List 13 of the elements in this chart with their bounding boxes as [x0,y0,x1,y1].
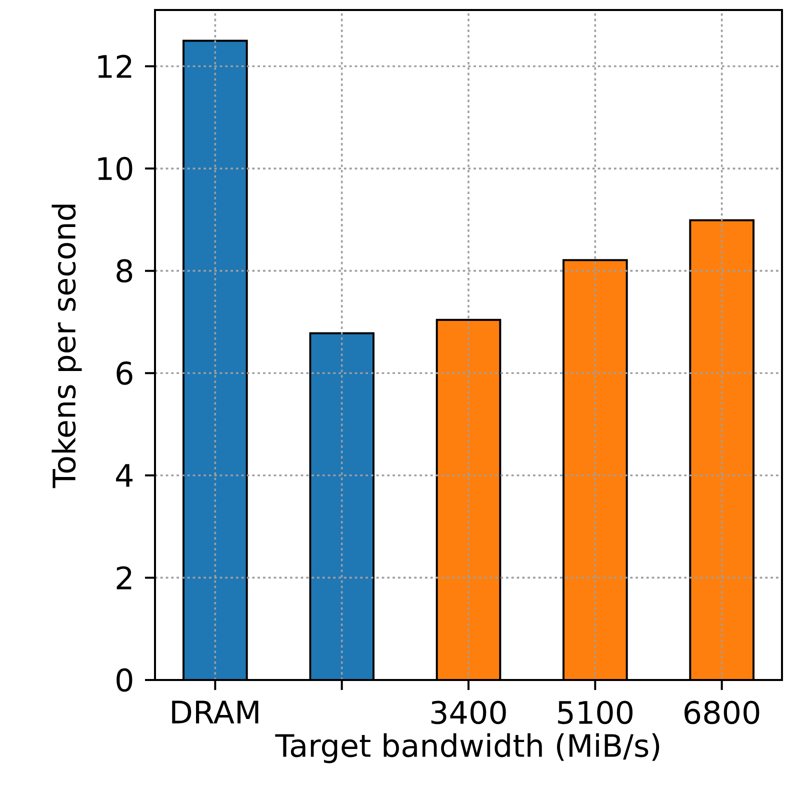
y-tick-label: 6 [116,361,132,385]
y-tick-label: 12 [98,54,132,78]
x-tick-label: DRAM [172,700,258,724]
y-tick-label: 0 [116,668,132,692]
y-tick-label: 10 [98,156,132,180]
y-tick-label: 8 [116,259,132,283]
x-tick-label: 5100 [558,700,633,724]
y-tick-label: 2 [116,566,132,590]
x-tick-label: 3400 [431,700,506,724]
x-tick-label: 6800 [684,700,760,724]
x-axis-title: Target bandwidth (MiB/s) [275,733,660,764]
y-axis-title: Tokens per second [52,204,82,488]
y-tick-label: 4 [116,464,133,487]
